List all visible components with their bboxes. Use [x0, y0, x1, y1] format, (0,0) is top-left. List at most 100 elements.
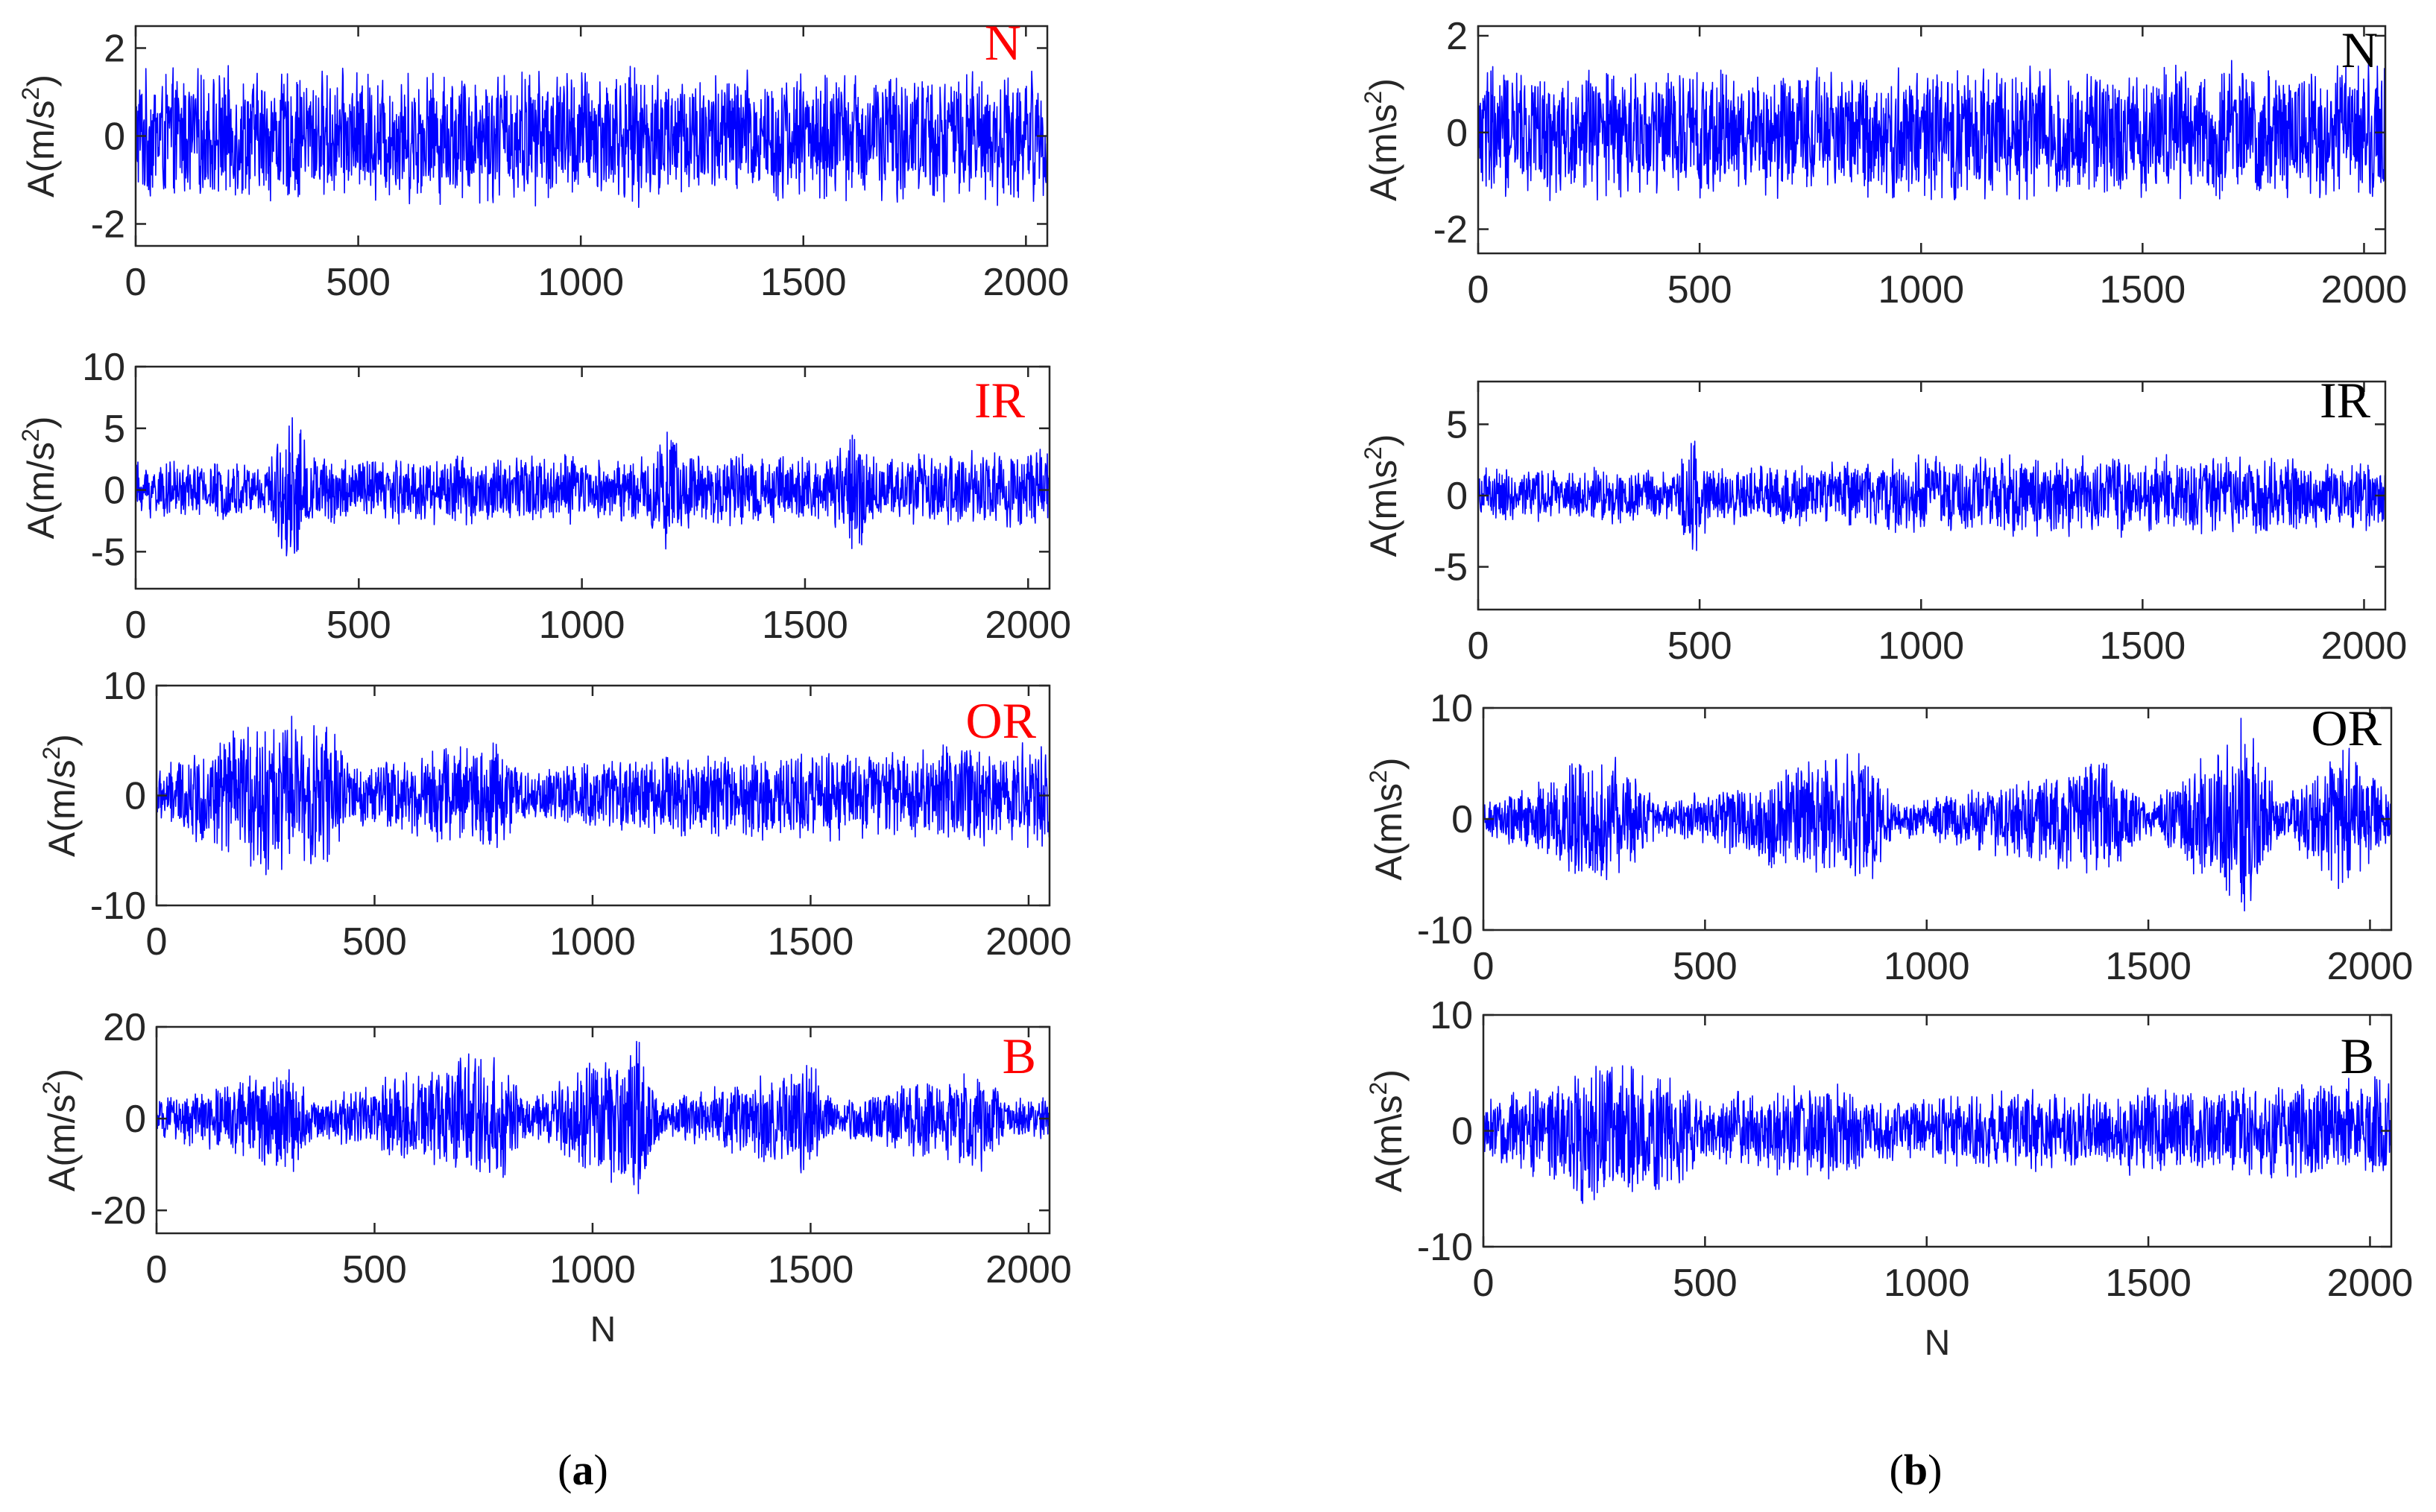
- x-tick-label: 0: [125, 261, 147, 304]
- y-axis-label: A(m\s2): [1360, 78, 1404, 201]
- y-tick-label: 10: [103, 665, 146, 708]
- caption-a-open: (: [558, 1446, 572, 1494]
- fault-annotation: B: [2341, 1028, 2374, 1084]
- y-tick-label: 10: [1430, 994, 1473, 1037]
- x-tick-label: 500: [1673, 1262, 1738, 1305]
- y-tick-label: 10: [1430, 687, 1473, 730]
- signal-line-a-4: [156, 1040, 1050, 1195]
- fault-annotation: B: [1003, 1028, 1036, 1084]
- y-axis-label-close: ): [1368, 1069, 1410, 1082]
- x-tick-label: 1000: [539, 604, 625, 647]
- x-tick-label: 0: [146, 920, 168, 964]
- y-axis-label-close: ): [1368, 758, 1410, 771]
- y-axis-label-close: ): [1363, 434, 1404, 447]
- y-axis-label-exponent: 2: [1360, 91, 1386, 104]
- y-axis-label-exponent: 2: [38, 747, 65, 760]
- x-tick-label: 1000: [549, 1248, 636, 1291]
- x-tick-label: 500: [1673, 945, 1738, 988]
- y-tick-label: 0: [104, 469, 125, 513]
- y-axis-label-base: A(m\s: [1368, 1095, 1410, 1192]
- y-axis-label-base: A(m/s: [20, 100, 62, 197]
- x-tick-label: 2000: [2327, 945, 2414, 988]
- y-axis-label-exponent: 2: [17, 87, 44, 101]
- y-tick-label: 0: [1451, 1110, 1473, 1154]
- fault-annotation: OR: [966, 692, 1037, 749]
- x-tick-label: 0: [1468, 624, 1489, 668]
- x-tick-label: 500: [326, 604, 391, 647]
- x-tick-label: 2000: [982, 261, 1069, 304]
- x-tick-label: 2000: [985, 604, 1071, 647]
- x-tick-label: 0: [146, 1248, 168, 1291]
- x-tick-label: 1000: [537, 261, 624, 304]
- y-axis-label-close: ): [20, 417, 62, 429]
- x-tick-label: 2000: [985, 920, 1072, 964]
- signal-line-b-4: [1483, 1065, 2392, 1204]
- axes-frame: [1477, 25, 2387, 255]
- y-axis-label: A(m\s2): [1365, 1069, 1410, 1192]
- fault-annotation: IR: [2320, 372, 2371, 428]
- x-tick-label: 1500: [2100, 268, 2186, 311]
- x-tick-label: 2000: [2327, 1262, 2414, 1305]
- signal-line-a-3: [156, 715, 1050, 876]
- signal-line-b-2: [1477, 440, 2386, 551]
- y-axis-label-close: ): [41, 734, 83, 747]
- x-tick-label: 500: [342, 920, 407, 964]
- y-tick-label: -2: [1433, 209, 1468, 252]
- x-tick-label: 2000: [2321, 624, 2408, 668]
- y-axis-label: A(m/s2): [38, 1069, 83, 1192]
- y-axis-label-close: ): [1363, 78, 1404, 91]
- y-tick-label: 0: [1446, 112, 1468, 155]
- x-tick-label: 1500: [762, 604, 848, 647]
- y-tick-label: -10: [1417, 1226, 1473, 1269]
- y-axis-label-base: A(m/s: [41, 1094, 83, 1192]
- y-tick-label: 10: [82, 346, 125, 389]
- axes-frame: [155, 1025, 1051, 1235]
- x-tick-label: 500: [342, 1248, 407, 1291]
- signal-line-b-3: [1483, 718, 2392, 912]
- x-tick-label: 1500: [768, 920, 854, 964]
- caption-b-open: (: [1890, 1446, 1904, 1494]
- y-tick-label: 20: [103, 1006, 146, 1049]
- x-tick-label: 500: [1667, 268, 1732, 311]
- y-tick-label: 0: [104, 116, 125, 159]
- x-tick-label: 0: [125, 604, 147, 647]
- y-tick-label: -2: [91, 203, 125, 247]
- x-tick-label: 2000: [2321, 268, 2408, 311]
- y-axis-label-exponent: 2: [38, 1081, 65, 1095]
- y-tick-label: 0: [1446, 475, 1468, 518]
- y-axis-label-base: A(m\s: [1363, 104, 1404, 201]
- y-tick-label: 0: [124, 775, 146, 818]
- x-tick-label: 1000: [1884, 945, 1970, 988]
- fault-annotation: N: [2341, 22, 2378, 78]
- x-tick-label: 1500: [768, 1248, 854, 1291]
- x-tick-label: 1000: [549, 920, 636, 964]
- y-tick-label: -10: [1417, 909, 1473, 952]
- y-tick-label: 0: [1451, 798, 1473, 841]
- y-tick-label: -5: [1433, 546, 1468, 589]
- y-tick-label: 2: [104, 28, 125, 71]
- y-axis-label-base: A(m\s: [1368, 783, 1410, 881]
- signal-line-b-1: [1477, 60, 2386, 201]
- signal-line-a-2: [135, 417, 1050, 557]
- fault-annotation: IR: [974, 372, 1026, 428]
- y-tick-label: 0: [124, 1098, 146, 1141]
- signal-line-a-1: [135, 65, 1048, 209]
- y-tick-label: -10: [90, 885, 146, 928]
- y-tick-label: 5: [1446, 403, 1468, 446]
- x-tick-label: 1500: [2105, 945, 2192, 988]
- y-axis-label: A(m\s2): [1365, 758, 1410, 881]
- caption-b: (b): [1890, 1446, 1943, 1494]
- x-axis-label: N: [1925, 1323, 1951, 1363]
- y-tick-label: -20: [90, 1189, 146, 1233]
- x-tick-label: 1000: [1884, 1262, 1970, 1305]
- axes-frame: [134, 365, 1051, 590]
- x-tick-label: 0: [1473, 945, 1495, 988]
